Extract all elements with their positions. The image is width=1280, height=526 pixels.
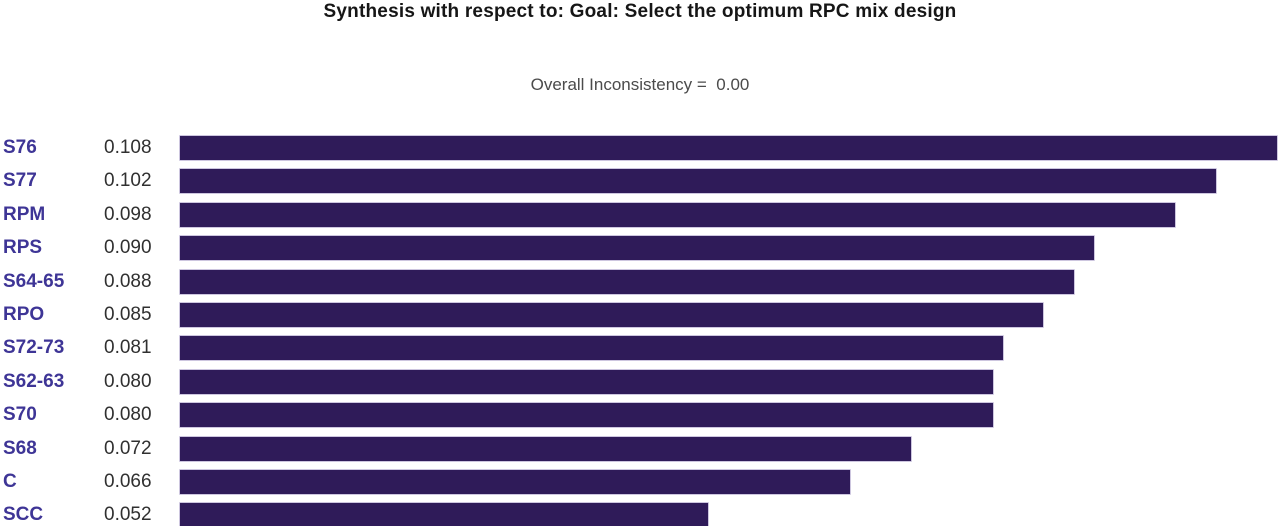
- bar: [179, 168, 1217, 195]
- bar-track: [179, 268, 1276, 295]
- bar-row: S77 0.102: [0, 168, 1280, 201]
- bar-track: [179, 368, 1276, 395]
- category-label: RPM: [3, 203, 46, 225]
- category-label: S68: [3, 437, 37, 459]
- bar: [179, 368, 994, 395]
- bar: [179, 235, 1096, 262]
- bar-rows: S76 0.108 S77 0.102 RPM 0.098 RPS 0.090 S64-65 0.…: [0, 135, 1280, 526]
- category-label: S72-73: [3, 337, 65, 359]
- value-label: 0.080: [104, 370, 152, 392]
- bar-row: C 0.066: [0, 468, 1280, 502]
- value-label: 0.098: [104, 203, 152, 225]
- bar-track: [179, 468, 1276, 495]
- category-label: C: [3, 470, 17, 492]
- category-label: RPS: [3, 237, 43, 259]
- bar-track: [179, 168, 1276, 195]
- bar-row: S70 0.080: [0, 402, 1280, 435]
- bar-track: [179, 335, 1276, 362]
- category-label: S76: [3, 137, 37, 158]
- category-label: S77: [3, 170, 37, 192]
- bar-row: RPM 0.098: [0, 201, 1280, 235]
- chart-title: Synthesis with respect to: Goal: Select …: [323, 1, 957, 22]
- category-label: S62-63: [3, 370, 65, 392]
- bar: [179, 502, 710, 526]
- bar-row: S64-65 0.088: [0, 268, 1280, 302]
- bar: [179, 201, 1177, 228]
- bar-row: S72-73 0.081: [0, 335, 1280, 368]
- category-label: SCC: [3, 504, 44, 526]
- value-label: 0.080: [104, 404, 152, 426]
- bar-track: [179, 301, 1276, 328]
- value-label: 0.088: [104, 270, 152, 292]
- bar: [179, 268, 1075, 295]
- bar: [179, 335, 1004, 362]
- value-label: 0.085: [104, 303, 152, 325]
- value-label: 0.066: [104, 470, 152, 492]
- bar-track: [179, 502, 1276, 526]
- bar: [179, 402, 994, 429]
- value-label: 0.102: [104, 170, 152, 192]
- bar-track: [179, 402, 1276, 429]
- bar: [179, 468, 852, 495]
- bar: [179, 435, 913, 462]
- bar-track: [179, 201, 1276, 228]
- bar: [179, 301, 1045, 328]
- category-label: S64-65: [3, 270, 65, 292]
- bar-row: S76 0.108: [0, 135, 1280, 168]
- bar-track: [179, 135, 1278, 161]
- value-label: 0.090: [104, 237, 152, 259]
- bar-row: S68 0.072: [0, 435, 1280, 469]
- category-label: S70: [3, 404, 37, 426]
- bar-track: [179, 435, 1276, 462]
- bar: [179, 135, 1278, 161]
- bar-row: S62-63 0.080: [0, 368, 1280, 402]
- bar-row: RPS 0.090: [0, 235, 1280, 268]
- value-label: 0.081: [104, 337, 152, 359]
- value-label: 0.052: [104, 504, 152, 526]
- bar-row: RPO 0.085: [0, 301, 1280, 335]
- bar-row: SCC 0.052: [0, 502, 1280, 526]
- overall-inconsistency-label: Overall Inconsistency = 0.00: [530, 75, 750, 94]
- bar-track: [179, 235, 1276, 262]
- value-label: 0.072: [104, 437, 152, 459]
- value-label: 0.108: [104, 137, 152, 158]
- category-label: RPO: [3, 303, 45, 325]
